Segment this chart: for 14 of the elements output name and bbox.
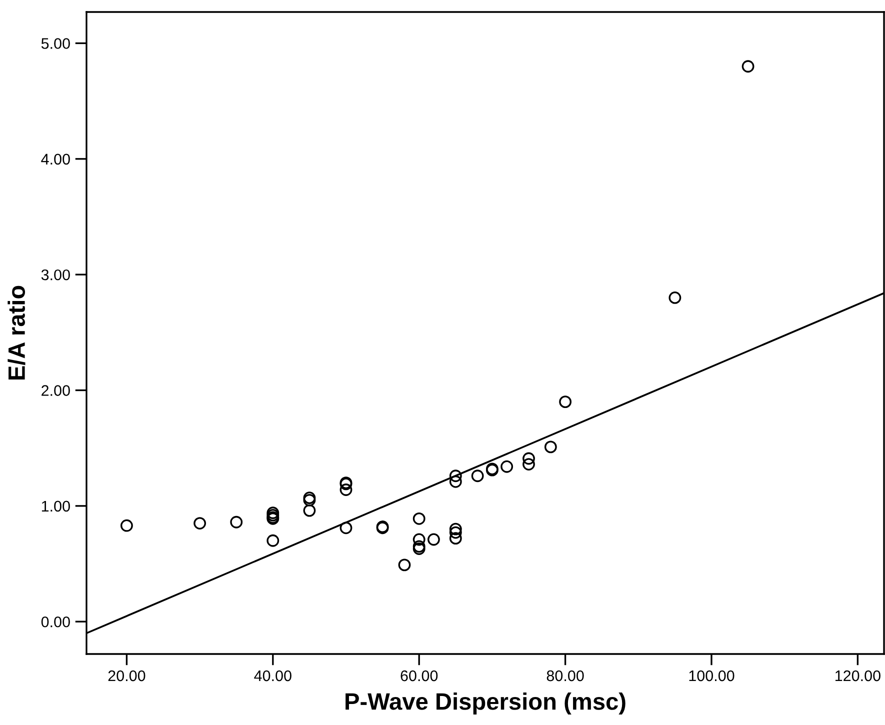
x-tick-label: 80.00 (546, 670, 584, 682)
x-tick-label: 60.00 (400, 670, 438, 682)
y-tick-label: 4.00 (41, 154, 70, 165)
y-tick-label: 0.00 (41, 616, 70, 628)
x-tick-label: 120.00 (835, 670, 880, 682)
y-tick-label: 1.00 (42, 500, 70, 512)
x-axis-title: P-Wave Dispersion (msc) (346, 692, 626, 715)
y-tick-label: 5.00 (41, 38, 70, 49)
y-tick-label: 2.00 (42, 385, 70, 396)
x-tick-label: 20.00 (108, 670, 146, 682)
y-axis-title: E/A ratio (8, 286, 26, 380)
x-tick-label: 100.00 (689, 670, 734, 682)
x-tick-label: 40.00 (254, 670, 292, 682)
y-tick-label: 3.00 (41, 269, 70, 280)
